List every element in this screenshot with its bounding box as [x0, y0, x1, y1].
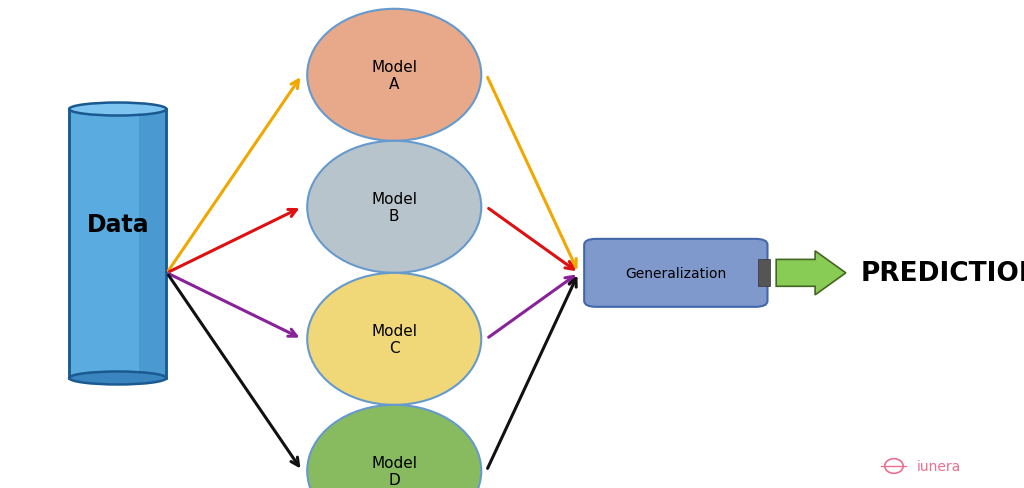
- Ellipse shape: [307, 405, 481, 488]
- Text: Model
B: Model B: [372, 191, 417, 224]
- Ellipse shape: [307, 142, 481, 273]
- Text: Model
C: Model C: [372, 323, 417, 355]
- Text: Generalization: Generalization: [626, 266, 726, 280]
- Bar: [139, 110, 167, 378]
- Text: Model
D: Model D: [372, 455, 417, 487]
- Text: Model
A: Model A: [372, 60, 417, 92]
- Bar: [70, 110, 166, 378]
- FancyArrow shape: [776, 251, 846, 295]
- Ellipse shape: [307, 273, 481, 405]
- Text: PREDICTION: PREDICTION: [860, 260, 1024, 286]
- Text: Data: Data: [86, 212, 150, 237]
- Ellipse shape: [70, 103, 166, 116]
- FancyBboxPatch shape: [584, 239, 768, 307]
- Bar: [758, 260, 770, 287]
- Ellipse shape: [307, 10, 481, 142]
- Ellipse shape: [70, 372, 166, 385]
- Text: iunera: iunera: [916, 459, 961, 473]
